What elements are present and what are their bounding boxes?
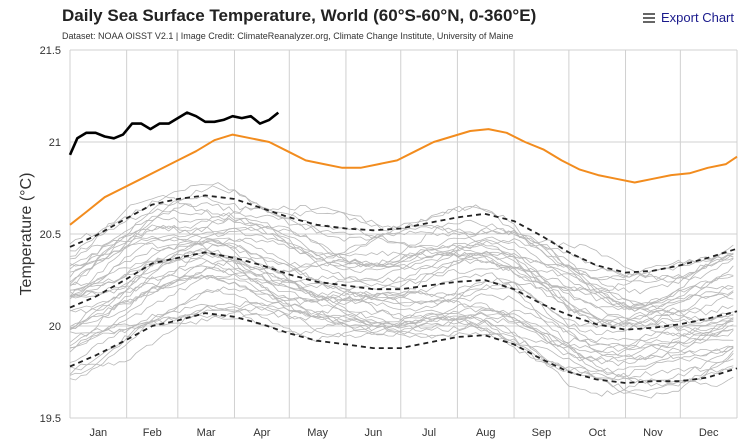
x-tick-label: Jul bbox=[422, 427, 436, 439]
background-year-line bbox=[69, 256, 734, 362]
background-year-line bbox=[69, 218, 734, 310]
background-year-line bbox=[69, 182, 734, 281]
hamburger-menu-icon bbox=[643, 12, 656, 23]
background-year-line bbox=[69, 250, 734, 339]
series-line-current-year bbox=[68, 111, 280, 156]
background-year-line bbox=[69, 275, 734, 381]
x-tick-label: Apr bbox=[253, 427, 270, 439]
axis-ticks: 19.5 20 20.5 21 21.5 Jan Feb Mar Apr May Jun Jul Aug… bbox=[40, 45, 719, 439]
background-year-line bbox=[69, 234, 734, 311]
background-year-line bbox=[69, 194, 734, 281]
background-year-line bbox=[69, 259, 734, 348]
background-year-line bbox=[69, 240, 734, 329]
series-line-mean-2 bbox=[69, 312, 738, 384]
series-line-mean-2 bbox=[69, 194, 738, 274]
background-year-line bbox=[69, 224, 734, 314]
x-tick-label: May bbox=[307, 427, 328, 439]
y-tick-label: 20 bbox=[49, 321, 61, 333]
x-tick-label: Jun bbox=[364, 427, 382, 439]
background-years bbox=[69, 182, 734, 399]
background-year-line bbox=[69, 309, 734, 387]
background-year-line bbox=[69, 195, 734, 281]
export-chart-label: Export Chart bbox=[661, 10, 734, 25]
export-chart-button[interactable]: Export Chart bbox=[643, 10, 734, 25]
series-line-mean bbox=[69, 251, 738, 331]
background-year-line bbox=[69, 286, 734, 373]
x-tick-label: Dec bbox=[699, 427, 719, 439]
y-tick-label: 19.5 bbox=[40, 413, 61, 425]
background-year-line bbox=[69, 301, 734, 382]
x-tick-label: Sep bbox=[532, 427, 552, 439]
x-tick-label: Feb bbox=[143, 427, 162, 439]
chart-title: Daily Sea Surface Temperature, World (60… bbox=[62, 6, 537, 25]
background-year-line bbox=[69, 243, 734, 333]
x-tick-label: Mar bbox=[197, 427, 216, 439]
background-year-line bbox=[69, 252, 734, 338]
background-year-line bbox=[69, 274, 734, 353]
x-tick-label: Aug bbox=[476, 427, 496, 439]
background-year-line bbox=[69, 271, 734, 360]
background-year-line bbox=[69, 238, 734, 327]
y-tick-label: 21.5 bbox=[40, 45, 61, 57]
y-tick-label: 21 bbox=[49, 137, 61, 149]
series-line-previous-year bbox=[69, 128, 738, 226]
y-axis-label: Temperature (°C) bbox=[18, 173, 35, 296]
background-year-line bbox=[69, 241, 734, 321]
y-tick-label: 20.5 bbox=[40, 229, 61, 241]
series-lines bbox=[68, 111, 738, 384]
background-year-line bbox=[69, 306, 734, 399]
x-tick-label: Oct bbox=[589, 427, 606, 439]
background-year-line bbox=[69, 284, 734, 367]
background-year-line bbox=[69, 208, 734, 278]
x-tick-label: Nov bbox=[643, 427, 663, 439]
background-year-line bbox=[69, 205, 734, 309]
background-year-line bbox=[69, 250, 734, 321]
background-year-line bbox=[69, 305, 734, 397]
background-year-line bbox=[69, 215, 734, 295]
background-year-line bbox=[69, 202, 734, 284]
grid-lines bbox=[69, 49, 738, 419]
chart-subtitle: Dataset: NOAA OISST V2.1 | Image Credit:… bbox=[62, 31, 514, 41]
background-year-line bbox=[69, 302, 734, 393]
x-tick-label: Jan bbox=[89, 427, 107, 439]
background-year-line bbox=[69, 224, 734, 307]
background-year-line bbox=[69, 251, 734, 363]
